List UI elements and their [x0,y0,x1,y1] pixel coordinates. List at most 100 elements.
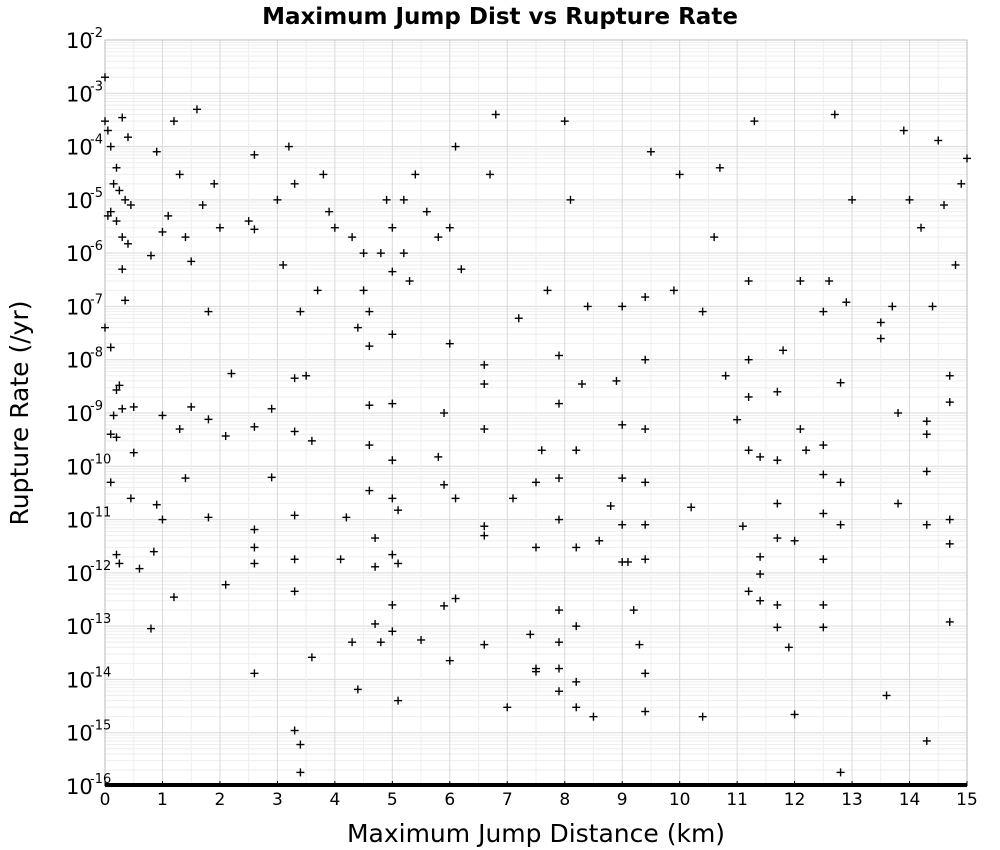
data-point [572,703,581,712]
data-point [744,277,753,286]
data-point [115,559,124,568]
x-tick-label: 3 [272,790,283,810]
data-point [112,217,121,226]
y-tick-exponent: -6 [90,239,103,254]
data-point [819,555,828,564]
data-point [526,630,535,639]
data-point [698,307,707,316]
data-point [106,207,115,216]
data-point [388,456,397,465]
data-point [250,543,259,552]
y-tick-exponent: -2 [90,26,103,41]
data-point [440,480,449,489]
data-point [796,425,805,434]
y-tick-exponent: -11 [90,506,111,521]
data-point [348,638,357,647]
data-point [819,441,828,450]
data-point [109,411,118,420]
data-point [917,223,926,232]
data-point [267,473,276,482]
data-point [204,307,213,316]
data-point [641,425,650,434]
x-tick-label: 8 [559,790,570,810]
y-tick-label: 10 [66,668,93,692]
data-point [480,640,489,649]
data-point [181,474,190,483]
data-point [106,478,115,487]
y-tick-label: 10 [66,29,93,53]
data-point [784,643,793,652]
data-point [365,307,374,316]
data-point [940,201,949,210]
data-point [388,550,397,559]
data-point [641,478,650,487]
x-tick-label: 0 [100,790,111,810]
data-point [365,441,374,450]
data-point [359,286,368,295]
data-point [204,415,213,424]
data-point [554,399,563,408]
y-tick-exponent: -9 [90,399,103,414]
data-point [445,223,454,232]
data-point [359,249,368,258]
data-point [922,417,931,426]
data-point [491,110,500,119]
data-point [353,685,362,694]
data-point [698,712,707,721]
data-point [554,515,563,524]
data-point [554,638,563,647]
y-tick-exponent: -14 [90,665,111,680]
data-point [773,534,782,543]
data-point [115,186,124,195]
data-point [543,286,552,295]
x-tick-label: 12 [784,790,806,810]
data-point [721,371,730,380]
data-point [126,201,135,210]
data-point [612,376,621,385]
data-point [480,522,489,531]
data-point [440,409,449,417]
data-point [451,142,460,151]
y-tick-exponent: -7 [90,292,103,307]
data-point [290,511,299,520]
data-point [158,411,167,420]
data-point [554,474,563,483]
data-point [365,486,374,495]
data-point [106,142,115,151]
data-point [192,105,201,114]
data-point [641,355,650,364]
data-point [802,446,811,455]
data-point [336,555,345,564]
data-point [963,154,971,163]
data-point [103,211,112,220]
data-point [290,374,299,383]
data-point [646,147,655,156]
data-point [221,432,230,441]
data-point [554,687,563,696]
data-point [118,404,127,413]
data-point [394,696,403,705]
data-point [922,430,931,439]
floor-band [105,783,967,787]
data-point [181,233,190,242]
y-tick-exponent: -15 [90,719,111,734]
data-points [101,73,971,777]
data-point [945,617,954,626]
x-tick-label: 2 [215,790,226,810]
y-tick-label: 10 [66,455,93,479]
data-point [388,223,397,232]
data-point [221,580,230,589]
data-point [101,117,109,126]
data-point [836,478,845,487]
data-point [715,163,724,172]
data-point [158,515,167,524]
data-point [112,163,121,172]
data-point [187,402,196,411]
data-point [112,550,121,559]
y-tick-exponent: -8 [90,346,103,361]
data-point [109,179,118,188]
data-point [819,307,828,316]
data-point [480,360,489,369]
data-point [445,339,454,348]
data-point [440,601,449,610]
